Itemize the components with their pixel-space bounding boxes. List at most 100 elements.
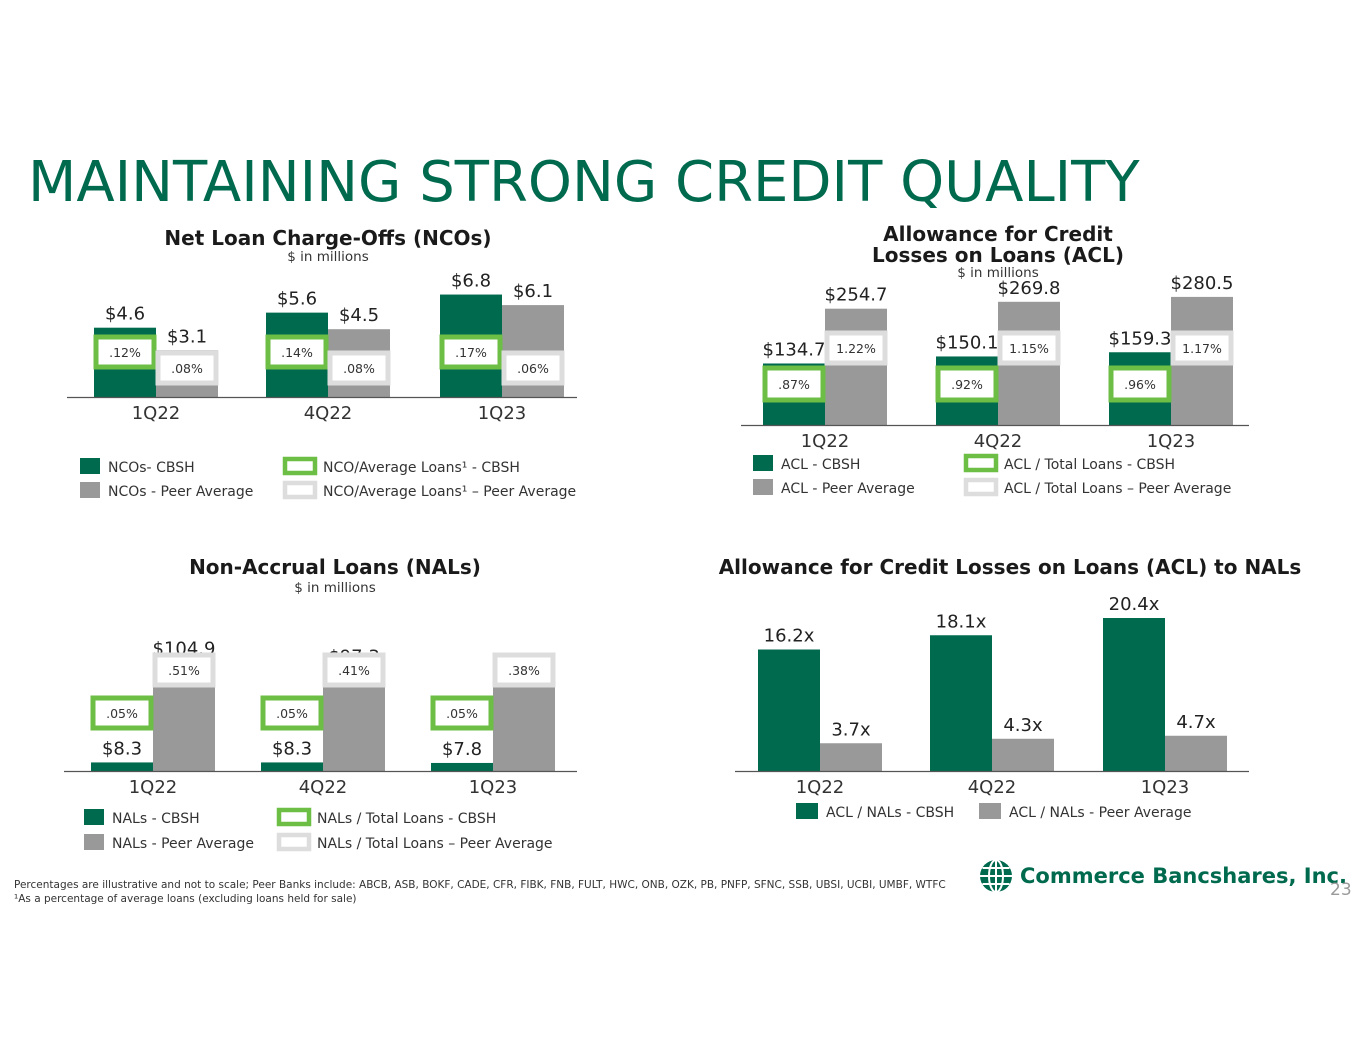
category-label-nal-4Q22: 4Q22	[299, 777, 348, 798]
bar-nal-cbsh-1Q22	[91, 762, 153, 771]
legend-swatch-aclnal-peer	[979, 803, 1001, 819]
ratio-box-nco-cbsh-1Q23	[439, 334, 503, 370]
legend-label-aclnal-peer: ACL / NALs - Peer Average	[1009, 805, 1192, 821]
page-number: 23	[1330, 880, 1352, 900]
legend-swatch-aclnal-cbsh	[796, 803, 818, 819]
legend-swatch-acl-cbsh	[753, 455, 773, 471]
value-label-acl-cbsh-1Q22: $134.7	[763, 339, 826, 360]
ratio-box-acl-peer-1Q23	[1170, 330, 1234, 366]
bar-aclnal-peer-4Q22	[992, 738, 1054, 771]
value-label-acl-peer-4Q22: $269.8	[998, 278, 1061, 299]
ratio-box-nco-cbsh-4Q22	[265, 334, 329, 370]
legend-ratio-swatch-acl-peer	[963, 477, 999, 497]
ratio-box-acl-peer-1Q22	[824, 330, 888, 366]
ratio-label-nco-cbsh-1Q22: .12%	[109, 345, 141, 360]
legend-ratio-label-nal-peer: NALs / Total Loans – Peer Average	[317, 836, 553, 852]
ratio-label-acl-cbsh-4Q22: .92%	[951, 377, 983, 392]
category-label-nco-1Q23: 1Q23	[478, 403, 527, 424]
ratio-label-nco-cbsh-1Q23: .17%	[455, 345, 487, 360]
chart-title-nco: Net Loan Charge-Offs (NCOs)	[164, 226, 491, 250]
page-title: MAINTAINING STRONG CREDIT QUALITY	[28, 150, 1140, 215]
ratio-box-nal-cbsh-4Q22	[260, 695, 324, 731]
ratio-label-acl-cbsh-1Q22: .87%	[778, 377, 810, 392]
legend-ratio-swatch-acl-cbsh	[963, 453, 999, 473]
category-label-nco-4Q22: 4Q22	[304, 403, 353, 424]
chart-title-aclnal: Allowance for Credit Losses on Loans (AC…	[719, 555, 1302, 579]
value-label-nal-cbsh-4Q22: $8.3	[272, 738, 312, 759]
ratio-box-acl-cbsh-1Q23	[1108, 365, 1172, 403]
value-label-aclnal-cbsh-1Q23: 20.4x	[1109, 594, 1160, 615]
bar-aclnal-cbsh-1Q22	[758, 649, 820, 771]
ratio-label-acl-peer-1Q23: 1.17%	[1182, 341, 1222, 356]
bar-aclnal-cbsh-4Q22	[930, 635, 992, 771]
ratio-label-nal-cbsh-1Q23: .05%	[446, 706, 478, 721]
category-label-aclnal-1Q23: 1Q23	[1141, 777, 1190, 798]
legend-ratio-label-nco-peer: NCO/Average Loans¹ – Peer Average	[323, 484, 576, 500]
chart-title-nal: Non-Accrual Loans (NALs)	[189, 555, 481, 579]
legend-swatch-nco-cbsh	[80, 458, 100, 474]
category-label-nal-1Q22: 1Q22	[129, 777, 178, 798]
value-label-nco-cbsh-1Q22: $4.6	[105, 304, 145, 325]
legend-ratio-swatch-nco-peer	[282, 480, 318, 500]
legend-swatch-nal-cbsh	[84, 809, 104, 825]
value-label-nco-peer-1Q22: $3.1	[167, 326, 207, 347]
legend-swatch-nal-peer	[84, 834, 104, 850]
legend-label-nal-cbsh: NALs - CBSH	[112, 811, 200, 827]
chart-subtitle-nco: $ in millions	[287, 249, 368, 265]
value-label-nal-cbsh-1Q22: $8.3	[102, 738, 142, 759]
legend-ratio-label-acl-peer: ACL / Total Loans – Peer Average	[1004, 481, 1231, 497]
value-label-nco-peer-1Q23: $6.1	[513, 281, 553, 302]
category-label-aclnal-4Q22: 4Q22	[968, 777, 1017, 798]
category-label-nal-1Q23: 1Q23	[469, 777, 518, 798]
value-label-nco-cbsh-4Q22: $5.6	[277, 289, 317, 310]
legend-ratio-swatch-nal-cbsh	[276, 807, 312, 827]
value-label-nco-cbsh-1Q23: $6.8	[451, 271, 491, 292]
bar-nal-cbsh-1Q23	[431, 762, 493, 771]
legend-swatch-acl-peer	[753, 479, 773, 495]
category-label-acl-1Q23: 1Q23	[1147, 431, 1196, 452]
legend-ratio-label-nal-cbsh: NALs / Total Loans - CBSH	[317, 811, 496, 827]
value-label-aclnal-peer-4Q22: 4.3x	[1003, 715, 1043, 736]
ratio-box-nco-peer-1Q22	[155, 350, 219, 386]
ratio-label-nco-cbsh-4Q22: .14%	[281, 345, 313, 360]
chart-subtitle-nal: $ in millions	[294, 580, 375, 596]
category-label-nco-1Q22: 1Q22	[132, 403, 181, 424]
value-label-aclnal-cbsh-1Q22: 16.2x	[764, 626, 815, 647]
value-label-acl-cbsh-1Q23: $159.3	[1109, 328, 1172, 349]
ratio-label-nco-peer-4Q22: .08%	[343, 361, 375, 376]
ratio-label-nco-peer-1Q23: .06%	[517, 361, 549, 376]
ratio-label-nal-peer-1Q23: .38%	[508, 663, 540, 678]
ratio-box-acl-peer-4Q22	[997, 330, 1061, 366]
ratio-box-nal-peer-1Q22	[152, 652, 216, 688]
legend-label-nco-peer: NCOs - Peer Average	[108, 484, 253, 500]
ratio-label-nal-cbsh-4Q22: .05%	[276, 706, 308, 721]
category-label-acl-4Q22: 4Q22	[974, 431, 1023, 452]
ratio-box-nal-cbsh-1Q23	[430, 695, 494, 731]
bar-aclnal-peer-1Q22	[820, 743, 882, 771]
value-label-aclnal-peer-1Q22: 3.7x	[831, 719, 871, 740]
globe-icon	[980, 859, 1012, 893]
ratio-box-nco-cbsh-1Q22	[93, 334, 157, 370]
ratio-box-nal-peer-4Q22	[322, 652, 386, 688]
ratio-label-acl-peer-1Q22: 1.22%	[836, 341, 876, 356]
footnote-peer-banks: Percentages are illustrative and not to …	[14, 879, 946, 891]
chart-title-acl-line-1: Losses on Loans (ACL)	[872, 243, 1124, 267]
bar-acl-peer-1Q22	[825, 308, 887, 425]
chart-title-acl-line-0: Allowance for Credit	[883, 222, 1113, 246]
category-label-aclnal-1Q22: 1Q22	[796, 777, 845, 798]
legend-ratio-label-nco-cbsh: NCO/Average Loans¹ - CBSH	[323, 460, 520, 476]
value-label-acl-peer-1Q22: $254.7	[825, 285, 888, 306]
ratio-box-nal-cbsh-1Q22	[90, 695, 154, 731]
ratio-box-acl-cbsh-1Q22	[762, 365, 826, 403]
footnote-average-loans: ¹As a percentage of average loans (exclu…	[14, 893, 357, 905]
value-label-aclnal-peer-1Q23: 4.7x	[1176, 712, 1216, 733]
legend-label-nco-cbsh: NCOs- CBSH	[108, 460, 195, 476]
value-label-nal-cbsh-1Q23: $7.8	[442, 739, 482, 760]
value-label-acl-cbsh-4Q22: $150.1	[936, 332, 999, 353]
ratio-label-nal-peer-1Q22: .51%	[168, 663, 200, 678]
legend-label-aclnal-cbsh: ACL / NALs - CBSH	[826, 805, 954, 821]
ratio-box-acl-cbsh-4Q22	[935, 365, 999, 403]
bar-nal-peer-1Q23	[493, 675, 555, 771]
legend-ratio-swatch-nal-peer	[276, 832, 312, 852]
value-label-aclnal-cbsh-4Q22: 18.1x	[936, 611, 987, 632]
